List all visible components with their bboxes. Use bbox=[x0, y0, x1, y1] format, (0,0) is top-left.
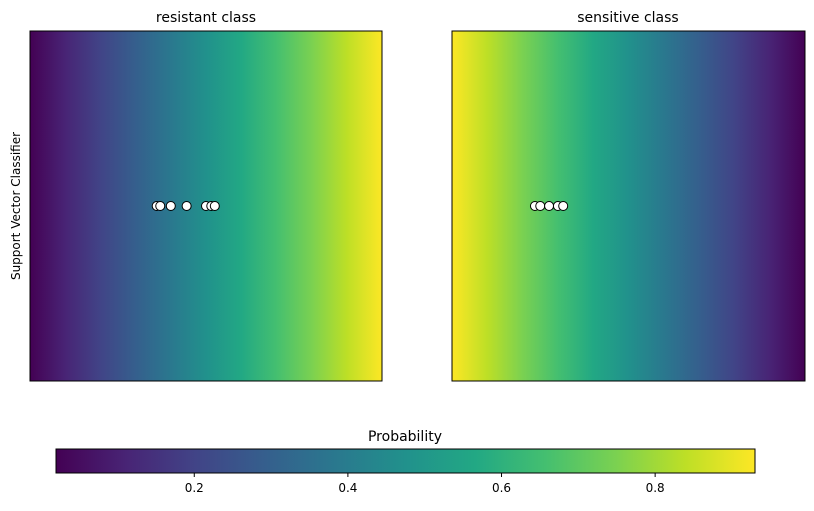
colorbar-tick-label: 0.4 bbox=[338, 481, 357, 495]
data-point-resistant bbox=[181, 201, 192, 211]
axes-frame-resistant bbox=[29, 30, 383, 382]
panel-sensitive: sensitive class bbox=[451, 10, 806, 382]
panel-resistant: resistant class Support Vector Classifie… bbox=[9, 10, 383, 382]
data-point-resistant bbox=[165, 201, 176, 211]
axes-frame-sensitive bbox=[451, 30, 806, 382]
colorbar-frame bbox=[55, 448, 756, 474]
data-point-resistant bbox=[209, 201, 220, 211]
colorbar-tick-label: 0.6 bbox=[492, 481, 511, 495]
y-axis-label: Support Vector Classifier bbox=[9, 132, 23, 280]
panel-title-resistant: resistant class bbox=[156, 10, 256, 26]
colorbar-tick-label: 0.8 bbox=[646, 481, 665, 495]
colorbar: Probability 0.2 0.4 0.6 0.8 bbox=[55, 429, 756, 495]
colorbar-ticks: 0.2 0.4 0.6 0.8 bbox=[185, 473, 665, 495]
colorbar-tick-label: 0.2 bbox=[185, 481, 204, 495]
panel-title-sensitive: sensitive class bbox=[577, 10, 678, 26]
data-point-resistant bbox=[155, 201, 166, 211]
data-point-sensitive bbox=[558, 201, 569, 211]
points-sensitive bbox=[529, 201, 569, 211]
colorbar-title: Probability bbox=[368, 429, 442, 445]
points-resistant bbox=[151, 201, 220, 211]
colorbar-gradient bbox=[56, 449, 755, 473]
data-point-sensitive bbox=[535, 201, 546, 211]
heatmap-sensitive bbox=[452, 31, 805, 381]
data-point-sensitive bbox=[544, 201, 555, 211]
